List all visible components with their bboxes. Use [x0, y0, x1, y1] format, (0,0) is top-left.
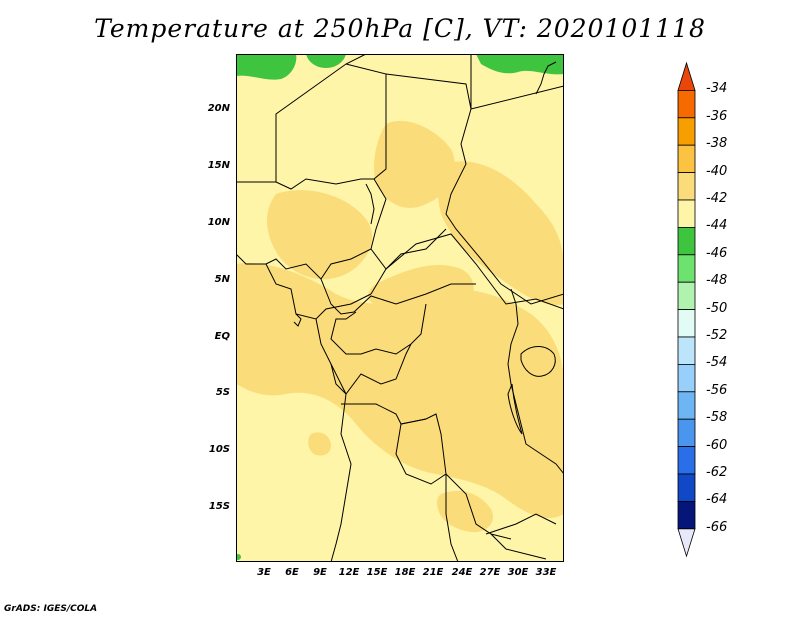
colorbar-label: -54 — [706, 355, 728, 371]
colorbar-segment — [677, 363, 696, 393]
colorbar-label: -40 — [706, 163, 728, 179]
lon-label-9e: 9E — [313, 567, 327, 578]
colorbar-label: -56 — [706, 382, 728, 398]
colorbar-label: -42 — [706, 191, 728, 206]
colorbar-segment — [677, 473, 696, 502]
lon-label-21e: 21E — [422, 567, 444, 578]
lat-label-eq: EQ — [214, 331, 230, 342]
colorbar-label: -58 — [706, 410, 728, 426]
colorbar-label: -60 — [706, 437, 728, 453]
colorbar-segment — [677, 89, 696, 119]
lon-label-33e: 33E — [535, 567, 557, 578]
colorbar-segment — [677, 418, 696, 448]
lon-label-24e: 24E — [451, 567, 473, 578]
colorbar-segment — [677, 199, 696, 228]
colorbar-segment — [677, 144, 696, 173]
lon-label-3e: 3E — [257, 567, 271, 578]
lat-label-5s: 5S — [215, 387, 230, 398]
lon-label-27e: 27E — [479, 567, 501, 578]
colorbar-segment — [677, 254, 696, 283]
colorbar-label: -62 — [706, 465, 728, 480]
colorbar-segment — [677, 336, 696, 365]
temperature-map — [236, 54, 564, 562]
colorbar-segment — [677, 391, 696, 420]
map-title: Temperature at 250hPa [C], VT: 202010111… — [94, 14, 706, 43]
colorbar-top-triangle — [677, 61, 696, 91]
lon-label-6e: 6E — [285, 567, 299, 578]
colorbar-segment — [677, 281, 696, 310]
lon-label-18e: 18E — [394, 567, 416, 578]
lat-label-15s: 15S — [208, 501, 230, 512]
colorbar-label: -50 — [706, 300, 728, 316]
colorbar-label: -44 — [706, 218, 728, 234]
colorbar-segments — [677, 61, 696, 558]
colorbar-label: -38 — [706, 136, 728, 152]
colorbar-segment — [677, 226, 696, 256]
colorbar-segment — [677, 500, 696, 530]
lon-label-15e: 15E — [366, 567, 388, 578]
lon-label-30e: 30E — [507, 567, 529, 578]
colorbar-label: -52 — [706, 328, 728, 343]
lat-label-10s: 10S — [208, 444, 230, 455]
map-frame — [236, 54, 564, 562]
colorbar-label: -36 — [706, 108, 728, 124]
colorbar-label: -46 — [706, 245, 728, 261]
lat-label-20n: 20N — [207, 103, 230, 114]
footer-credit: GrADS: IGES/COLA — [4, 604, 98, 614]
colorbar-label: -66 — [706, 519, 728, 535]
lat-label-5n: 5N — [214, 274, 230, 285]
lon-label-12e: 12E — [338, 567, 360, 578]
colorbar-segment — [677, 309, 696, 338]
colorbar-segment — [677, 117, 696, 146]
cold-patches — [236, 54, 564, 560]
colorbar-label: -64 — [706, 492, 728, 508]
colorbar-label: -34 — [706, 81, 728, 97]
colorbar-segment — [677, 446, 696, 475]
borders — [236, 54, 564, 562]
lat-label-15n: 15N — [207, 160, 230, 171]
colorbar-segment — [677, 172, 696, 201]
colorbar-label: -48 — [706, 273, 728, 289]
colorbar-bottom-triangle — [677, 528, 696, 558]
colorbar — [677, 61, 696, 558]
lat-label-10n: 10N — [207, 217, 230, 228]
